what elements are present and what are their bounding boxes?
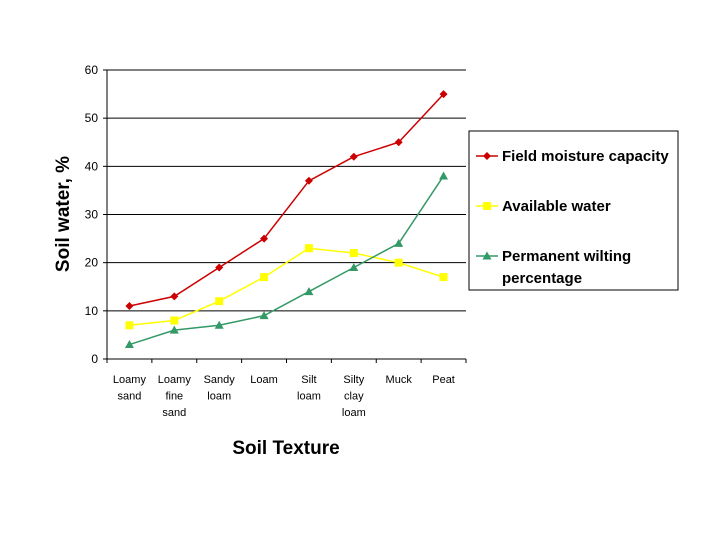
legend-label: Permanent wilting percentage bbox=[502, 248, 631, 287]
data-point bbox=[260, 234, 269, 243]
data-point bbox=[394, 238, 404, 247]
data-point bbox=[125, 321, 134, 330]
x-tick-label-line: Peat bbox=[432, 374, 455, 386]
data-point bbox=[169, 325, 179, 334]
series bbox=[124, 90, 449, 349]
legend-item: Field moisture capacity bbox=[476, 148, 669, 165]
data-point bbox=[214, 320, 224, 329]
legend-swatch-marker bbox=[482, 251, 492, 260]
x-tick-label-line: Silty bbox=[343, 374, 364, 386]
legend-box bbox=[468, 130, 679, 291]
data-point bbox=[259, 311, 269, 320]
x-tick-label: Silt loam bbox=[297, 374, 321, 403]
y-tick-label: 60 bbox=[85, 63, 99, 77]
x-tick-label-line: Sandy bbox=[204, 374, 236, 386]
series-line bbox=[129, 175, 445, 346]
x-tick-label-line: Loam bbox=[250, 374, 278, 386]
data-point bbox=[260, 273, 269, 282]
axes bbox=[103, 69, 467, 363]
data-point bbox=[170, 292, 179, 301]
data-point bbox=[439, 90, 448, 99]
data-point bbox=[124, 340, 134, 349]
x-tick-label-line: clay bbox=[344, 391, 364, 403]
y-tick-label: 0 bbox=[91, 352, 98, 366]
data-point bbox=[215, 263, 224, 272]
y-tick-label: 50 bbox=[85, 111, 99, 125]
x-tick-labels: Loamy sand Loamy fine sand Sandy loam Loam Silt l… bbox=[113, 374, 455, 419]
x-tick-label-line: Loamy bbox=[158, 374, 192, 386]
data-point bbox=[349, 152, 358, 161]
data-point bbox=[439, 273, 448, 282]
x-tick-label-line: loam bbox=[342, 407, 366, 419]
legend-label-line: percentage bbox=[502, 270, 582, 287]
x-tick-label-line: Loamy bbox=[113, 374, 147, 386]
x-tick-label-line: loam bbox=[207, 391, 231, 403]
x-tick-label: Sandy loam bbox=[204, 374, 236, 403]
x-tick-label-line: sand bbox=[162, 407, 186, 419]
grid-lines bbox=[107, 69, 466, 312]
legend-label-line: Field moisture capacity bbox=[502, 148, 669, 165]
x-tick-label: Loamy sand bbox=[113, 374, 147, 403]
y-tick-label: 40 bbox=[85, 159, 99, 173]
x-tick-label-line: Silt bbox=[301, 374, 316, 386]
legend-label: Field moisture capacity bbox=[502, 148, 669, 165]
series-0 bbox=[125, 90, 448, 311]
x-tick-label-line: Muck bbox=[386, 374, 413, 386]
x-tick-label: Muck bbox=[386, 374, 413, 386]
x-tick-label: Loamy fine sand bbox=[158, 374, 192, 419]
data-point bbox=[349, 262, 359, 271]
y-axis-title: Soil water, % bbox=[53, 156, 74, 272]
data-point bbox=[304, 176, 313, 185]
legend-item: Available water bbox=[476, 198, 611, 215]
data-point bbox=[215, 297, 224, 306]
x-tick-label: Silty clay loam bbox=[342, 374, 366, 419]
data-point bbox=[125, 302, 134, 311]
series-1 bbox=[125, 244, 448, 330]
series-line bbox=[129, 93, 445, 307]
legend-label-line: Permanent wilting bbox=[502, 248, 631, 265]
x-tick-label: Loam bbox=[250, 374, 278, 386]
x-tick-label: Peat bbox=[432, 374, 455, 386]
x-tick-label-line: sand bbox=[118, 391, 142, 403]
data-point bbox=[170, 316, 179, 325]
legend-label: Available water bbox=[502, 198, 611, 215]
data-point bbox=[439, 171, 449, 180]
x-tick-label-line: fine bbox=[165, 391, 183, 403]
legend-swatch-marker bbox=[483, 202, 491, 210]
data-point bbox=[304, 287, 314, 296]
x-axis-title: Soil Texture bbox=[232, 438, 339, 459]
y-tick-label: 20 bbox=[85, 256, 99, 270]
data-point bbox=[394, 258, 403, 267]
data-point bbox=[304, 244, 313, 253]
y-tick-labels: 0 10 20 30 40 50 60 bbox=[85, 63, 99, 366]
legend: Field moisture capacity Available water Pe… bbox=[468, 130, 679, 291]
y-tick-label: 10 bbox=[85, 304, 99, 318]
series-line bbox=[129, 247, 444, 327]
legend-swatch-marker bbox=[483, 152, 491, 160]
data-point bbox=[349, 249, 358, 258]
series-2 bbox=[124, 171, 449, 349]
legend-item: Permanent wilting percentage bbox=[476, 248, 631, 287]
y-tick-label: 30 bbox=[85, 208, 99, 222]
x-tick-label-line: loam bbox=[297, 391, 321, 403]
legend-label-line: Available water bbox=[502, 198, 611, 215]
data-point bbox=[394, 138, 403, 147]
